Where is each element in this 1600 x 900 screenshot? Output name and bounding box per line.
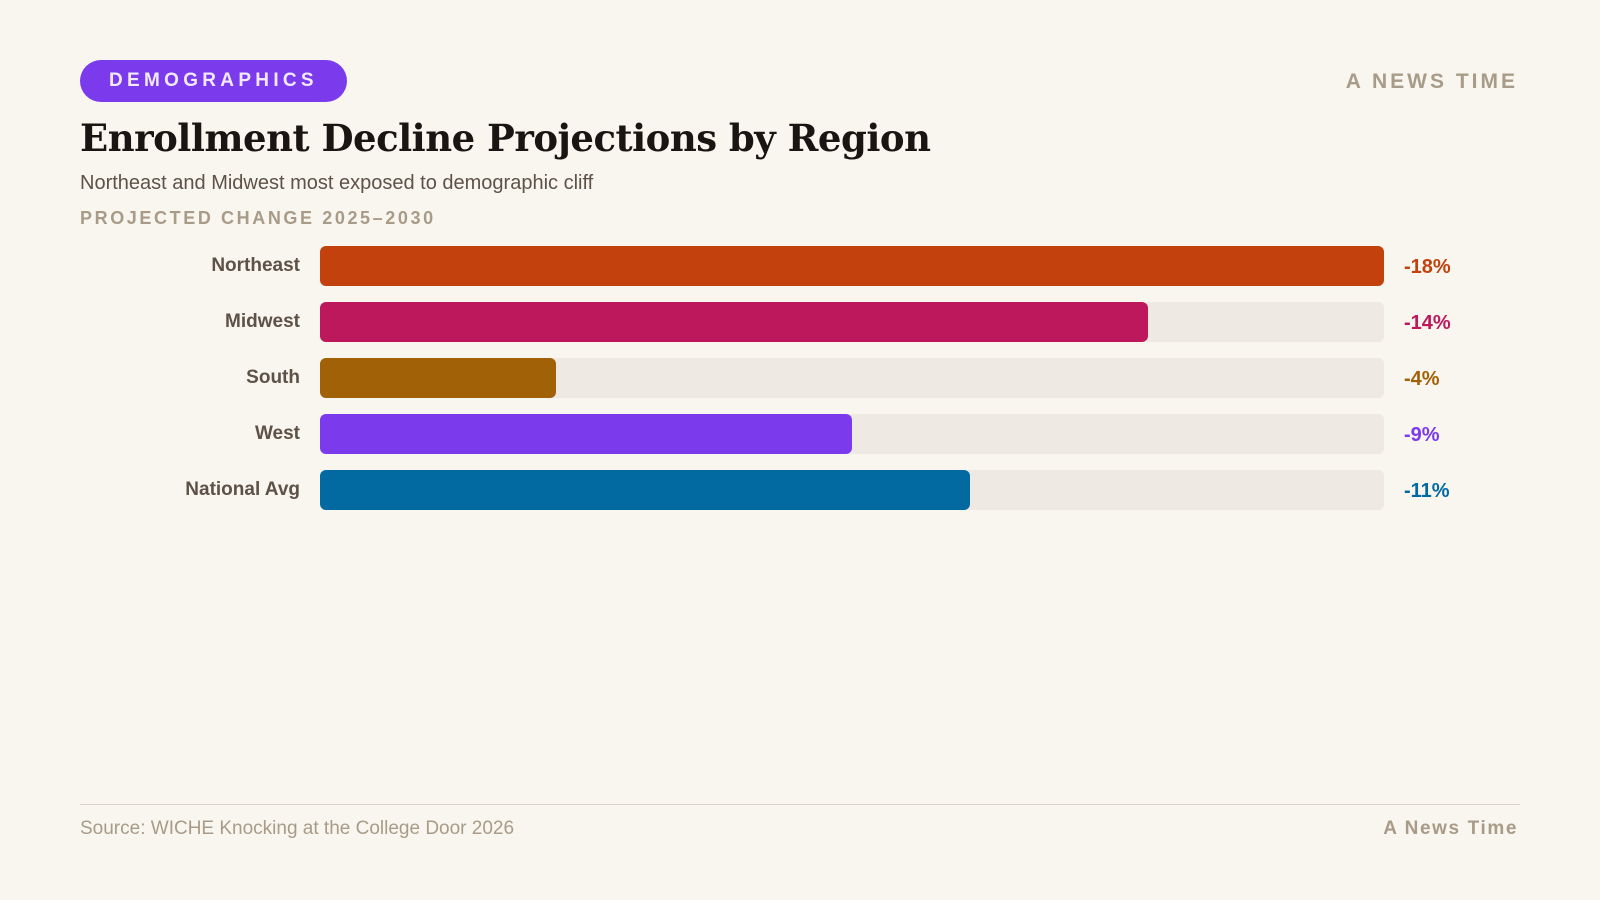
category-label: National Avg [185,479,300,500]
bar-row: Midwest -14% [0,302,1600,342]
value-label: -9% [1404,424,1440,446]
bar-row: South -4% [0,358,1600,398]
value-label: -11% [1404,480,1450,502]
category-tag: DEMOGRAPHICS [80,60,347,102]
bar-row: West -9% [0,414,1600,454]
bar-track [320,470,1384,510]
bar-track [320,246,1384,286]
footer-divider [80,804,1520,805]
bar [320,358,557,398]
bar [320,302,1148,342]
bar-track [320,302,1384,342]
category-label: Northeast [211,255,300,276]
category-label: Midwest [225,311,300,332]
bar [320,470,971,510]
bar-track [320,414,1384,454]
chart-title: Enrollment Decline Projections by Region [80,116,931,160]
axis-label: PROJECTED CHANGE 2025–2030 [80,208,436,228]
value-label: -18% [1404,256,1451,278]
footer-brand: A News Time [1383,818,1518,839]
value-label: -14% [1404,312,1451,334]
brand-logo: A NEWS TIME [1345,70,1518,93]
category-label: South [246,367,300,388]
bar-row: Northeast -18% [0,246,1600,286]
bar [320,246,1384,286]
bar-row: National Avg -11% [0,470,1600,510]
bar [320,414,852,454]
chart-subtitle: Northeast and Midwest most exposed to de… [80,172,594,194]
value-label: -4% [1404,368,1440,390]
bar-track [320,358,1384,398]
category-label: West [254,423,300,444]
source-note: Source: WICHE Knocking at the College Do… [80,818,515,839]
